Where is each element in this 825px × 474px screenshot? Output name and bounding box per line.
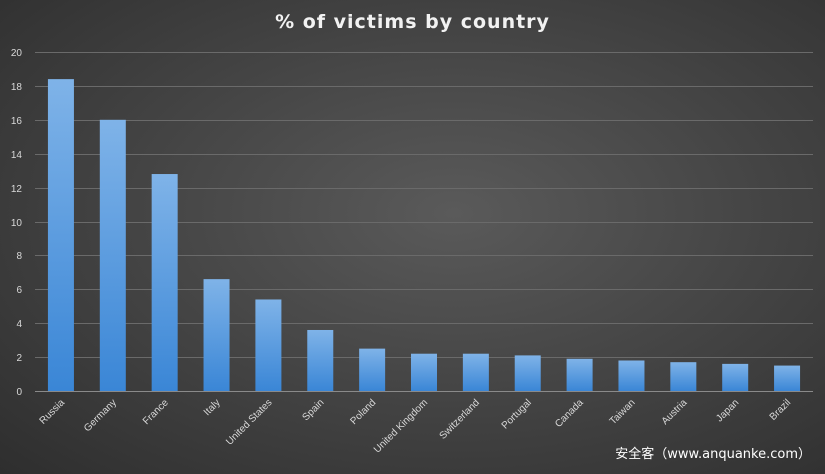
x-category-label: Russia [38,397,68,427]
y-tick-label: 14 [11,150,23,161]
bar-portugal [514,355,541,391]
gridlines [35,52,813,392]
y-axis-ticks: 0 2 4 6 8 10 12 14 16 18 20 [11,48,23,398]
y-tick-label: 16 [11,116,23,127]
y-tick-label: 2 [16,353,22,364]
x-category-label: Switzerland [438,397,482,441]
x-category-label: Spain [301,397,327,423]
y-tick-label: 20 [11,48,23,59]
bar-switzerland [462,353,489,391]
bar-russia [47,79,74,392]
y-tick-label: 10 [11,218,23,229]
bar-japan [722,363,749,391]
bar-france [151,174,178,391]
x-category-label: Brazil [768,397,793,422]
x-category-label: United States [224,397,274,447]
y-tick-label: 12 [11,184,23,195]
y-tick-label: 0 [16,387,22,398]
y-tick-label: 18 [11,82,23,93]
bar-poland [359,348,386,391]
x-category-label: Portugal [500,397,534,431]
x-category-label: Italy [202,397,223,418]
watermark: 安全客（www.anquanke.com） [615,447,811,462]
y-tick-label: 4 [16,319,22,330]
x-category-label: Germany [82,397,119,434]
bar-germany [99,119,126,392]
chart-title: % of victims by country [275,11,550,33]
x-category-label: Austria [660,397,690,427]
y-tick-label: 6 [16,285,22,296]
bar-canada [566,358,593,391]
x-category-label: Canada [553,397,586,430]
x-category-label: United Kingdom [372,397,430,455]
bar-italy [203,279,230,391]
bar-spain [307,329,334,391]
bar-austria [670,362,697,391]
bar-brazil [774,365,801,391]
y-tick-label: 8 [16,251,22,262]
bar-united-kingdom [411,353,437,391]
bar-united-states [255,299,282,391]
x-category-label: Poland [348,397,378,427]
x-category-label: France [141,397,171,427]
x-category-label: Japan [714,397,741,424]
bar-taiwan [618,360,645,391]
x-category-label: Taiwan [608,397,638,427]
bars [47,79,801,392]
